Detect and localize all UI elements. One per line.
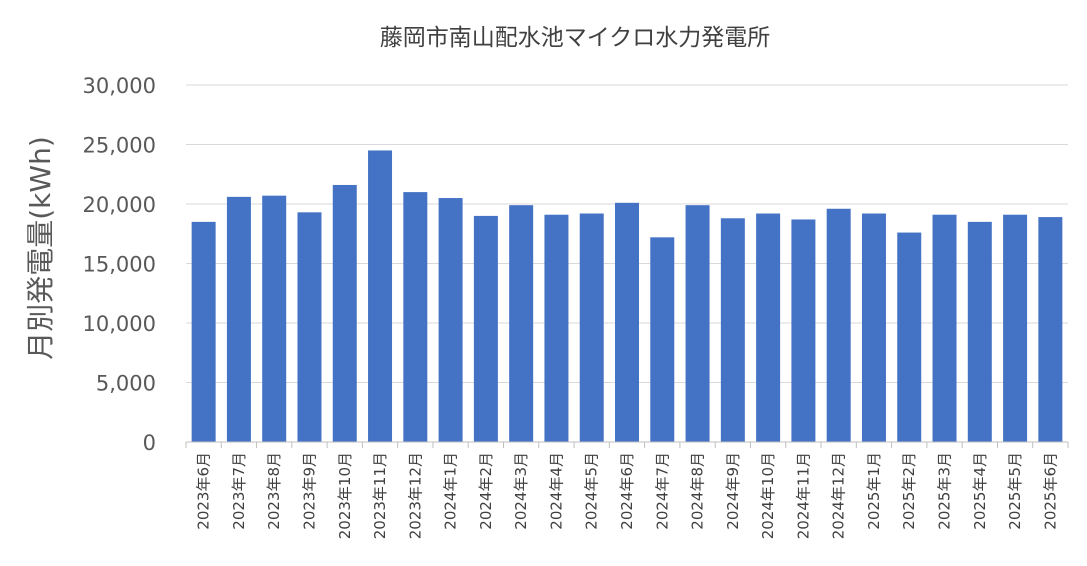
x-tick-label: 2024年12月	[830, 452, 848, 539]
bar	[579, 213, 604, 442]
y-tick-label: 30,000	[83, 74, 156, 98]
bar	[967, 221, 992, 442]
x-tick-label: 2023年9月	[300, 452, 318, 530]
x-tick-label: 2024年9月	[724, 452, 742, 530]
bar	[1038, 217, 1063, 442]
bar	[191, 221, 216, 442]
bar	[544, 214, 569, 442]
x-tick-label: 2024年7月	[653, 452, 671, 530]
x-tick-label: 2023年7月	[230, 452, 248, 530]
x-tick-label: 2024年2月	[477, 452, 495, 530]
x-tick-label: 2023年11月	[371, 452, 389, 539]
bar	[791, 219, 816, 442]
x-tick-label: 2023年12月	[406, 452, 424, 539]
bar	[897, 232, 922, 442]
x-tick-label: 2024年6月	[618, 452, 636, 530]
x-tick-label: 2025年5月	[1006, 452, 1024, 530]
bar	[756, 213, 781, 442]
x-tick-label: 2023年6月	[195, 452, 213, 530]
x-tick-label: 2024年10月	[759, 452, 777, 539]
bar	[438, 198, 463, 442]
y-axis-ticks: 0 5,000 10,000 15,000 20,000 25,000 30,000	[83, 74, 156, 455]
x-tick-label: 2023年8月	[265, 452, 283, 530]
bar	[368, 150, 393, 442]
y-tick-label: 25,000	[83, 134, 156, 158]
y-tick-label: 10,000	[83, 312, 156, 336]
x-tick-label: 2024年4月	[547, 452, 565, 530]
y-axis-label: 月別発電量(kWh)	[24, 136, 57, 360]
x-tick-label: 2025年6月	[1041, 452, 1059, 530]
bar	[262, 195, 287, 442]
chart-title: 藤岡市南山配水池マイクロ水力発電所	[380, 25, 771, 51]
bar	[650, 237, 675, 442]
x-tick-label: 2025年4月	[971, 452, 989, 530]
bar	[226, 196, 251, 442]
y-tick-label: 0	[143, 431, 156, 455]
y-tick-label: 20,000	[83, 193, 156, 217]
bar	[297, 212, 322, 442]
x-tick-label: 2025年3月	[936, 452, 954, 530]
x-tick-label: 2024年11月	[794, 452, 812, 539]
bar	[403, 192, 428, 442]
x-tick-label: 2024年5月	[583, 452, 601, 530]
bar	[1003, 214, 1028, 442]
x-tick-label: 2025年1月	[865, 452, 883, 530]
bar	[861, 213, 886, 442]
bar	[826, 208, 851, 442]
bar	[932, 214, 957, 442]
x-tick-label: 2024年3月	[512, 452, 530, 530]
x-tick-label: 2024年8月	[689, 452, 707, 530]
bar	[615, 202, 639, 442]
x-tick-label: 2025年2月	[900, 452, 918, 530]
y-tick-label: 15,000	[83, 253, 156, 277]
bar	[473, 215, 498, 442]
bar	[509, 205, 534, 442]
x-tick-label: 2023年10月	[336, 452, 354, 539]
bar	[720, 218, 745, 442]
x-axis-ticks: 2023年6月 2023年7月 2023年8月 2023年9月 2023年10月 2023…	[185, 442, 1069, 539]
bar	[332, 184, 357, 442]
bars	[191, 150, 1063, 442]
bar	[685, 205, 710, 442]
y-tick-label: 5,000	[96, 372, 156, 396]
x-tick-label: 2024年1月	[442, 452, 460, 530]
